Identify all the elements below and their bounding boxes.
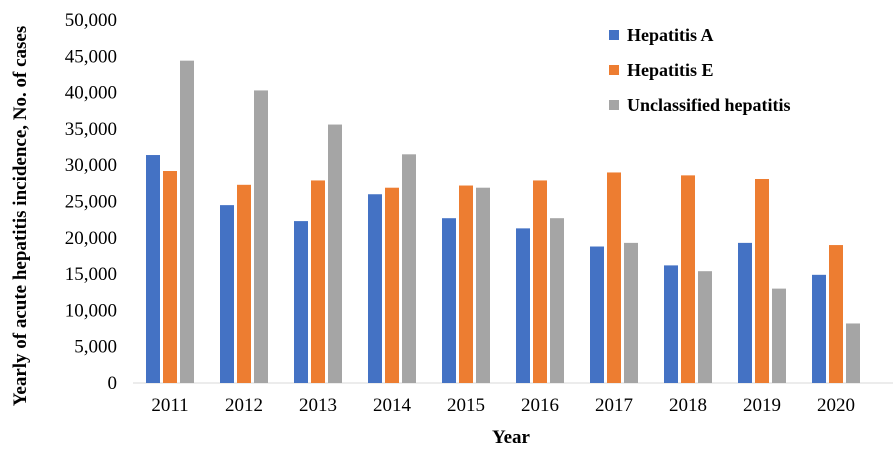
y-tick-label: 50,000 [65, 10, 117, 31]
bar [294, 221, 308, 383]
legend-label: Hepatitis A [627, 25, 714, 45]
x-tick-label: 2014 [373, 395, 412, 416]
x-tick-label: 2012 [225, 395, 263, 416]
bar [146, 155, 160, 383]
y-tick-label: 35,000 [65, 119, 117, 140]
bar [738, 242, 752, 383]
bar [385, 187, 399, 383]
bar [812, 274, 826, 383]
x-axis-title: Year [492, 427, 531, 448]
bar [607, 172, 621, 383]
bar [829, 245, 843, 383]
y-tick-label: 25,000 [65, 192, 117, 213]
legend-label: Unclassified hepatitis [627, 95, 791, 115]
x-tick-label: 2018 [669, 395, 707, 416]
bar [163, 171, 177, 383]
legend-swatch [609, 30, 619, 40]
x-tick-label: 2016 [521, 395, 559, 416]
bar [755, 178, 769, 383]
bar [442, 218, 456, 383]
bar [254, 90, 268, 383]
y-tick-label: 40,000 [65, 83, 117, 104]
bar [590, 246, 604, 383]
x-tick-label: 2015 [447, 395, 485, 416]
x-tick-labels: 2011 2012 2013 2014 2015 2016 2017 2018 2019 2020 [151, 395, 855, 416]
y-tick-label: 30,000 [65, 155, 117, 176]
bar [459, 185, 473, 383]
legend: Hepatitis A Hepatitis E Unclassified hepat… [609, 25, 791, 115]
bar [624, 242, 638, 383]
y-axis-title: Yearly of acute hepatitis incidence, No.… [10, 26, 31, 406]
bar [516, 228, 530, 383]
x-tick-label: 2011 [151, 395, 188, 416]
bar [180, 60, 194, 383]
bar [220, 205, 234, 383]
bar [237, 184, 251, 383]
y-tick-label: 5,000 [74, 337, 117, 358]
legend-label: Hepatitis E [627, 60, 714, 80]
y-tick-label: 20,000 [65, 228, 117, 249]
bar [681, 175, 695, 383]
bar [311, 180, 325, 383]
bar [328, 124, 342, 383]
bar [772, 288, 786, 383]
y-tick-labels: 0 5,000 10,000 15,000 20,000 25,000 30,000 35,0… [65, 10, 117, 394]
bar [698, 271, 712, 383]
y-tick-label: 10,000 [65, 300, 117, 321]
bar [846, 323, 860, 383]
bar [664, 265, 678, 383]
legend-swatch [609, 100, 619, 110]
bar [402, 154, 416, 383]
y-tick-label: 15,000 [65, 264, 117, 285]
x-tick-label: 2013 [299, 395, 337, 416]
bars [146, 60, 860, 383]
bar [533, 180, 547, 383]
y-tick-label: 45,000 [65, 46, 117, 67]
x-tick-label: 2020 [817, 395, 855, 416]
bar [476, 187, 490, 383]
x-tick-label: 2017 [595, 395, 633, 416]
x-tick-label: 2019 [743, 395, 781, 416]
y-tick-label: 0 [108, 373, 118, 394]
legend-swatch [609, 65, 619, 75]
bar [550, 218, 564, 383]
bar [368, 194, 382, 383]
